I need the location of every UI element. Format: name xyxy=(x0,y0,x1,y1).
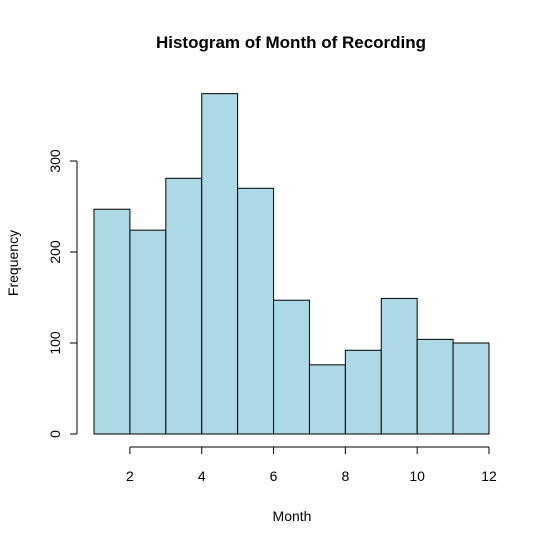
chart-title: Histogram of Month of Recording xyxy=(156,33,426,52)
y-tick-label: 100 xyxy=(47,331,63,355)
x-tick-label: 4 xyxy=(198,468,206,484)
x-tick-label: 10 xyxy=(409,468,425,484)
y-tick-label: 0 xyxy=(47,430,63,438)
histogram-bar xyxy=(452,342,490,435)
histogram-bar xyxy=(344,349,382,435)
histogram-bar xyxy=(237,187,275,435)
x-tick-label: 12 xyxy=(481,468,497,484)
x-tick-label: 8 xyxy=(341,468,349,484)
y-tick-label: 300 xyxy=(47,149,63,173)
x-axis-label: Month xyxy=(273,508,312,524)
histogram-bar xyxy=(165,177,203,435)
histogram-bar xyxy=(129,229,167,435)
histogram-bar xyxy=(273,299,310,435)
histogram-bar xyxy=(308,364,346,435)
y-axis: 0 100 200 300 xyxy=(47,149,78,438)
histogram-bar xyxy=(93,208,131,435)
histogram-bar xyxy=(201,93,239,435)
y-tick-label: 200 xyxy=(47,240,63,264)
x-tick-label: 2 xyxy=(126,468,134,484)
x-axis: 2 4 6 8 10 12 xyxy=(126,446,497,484)
histogram-bar xyxy=(416,338,454,435)
x-tick-label: 6 xyxy=(270,468,278,484)
bars-group xyxy=(93,93,490,435)
y-axis-label: Frequency xyxy=(5,230,21,296)
histogram-bar xyxy=(380,297,418,435)
